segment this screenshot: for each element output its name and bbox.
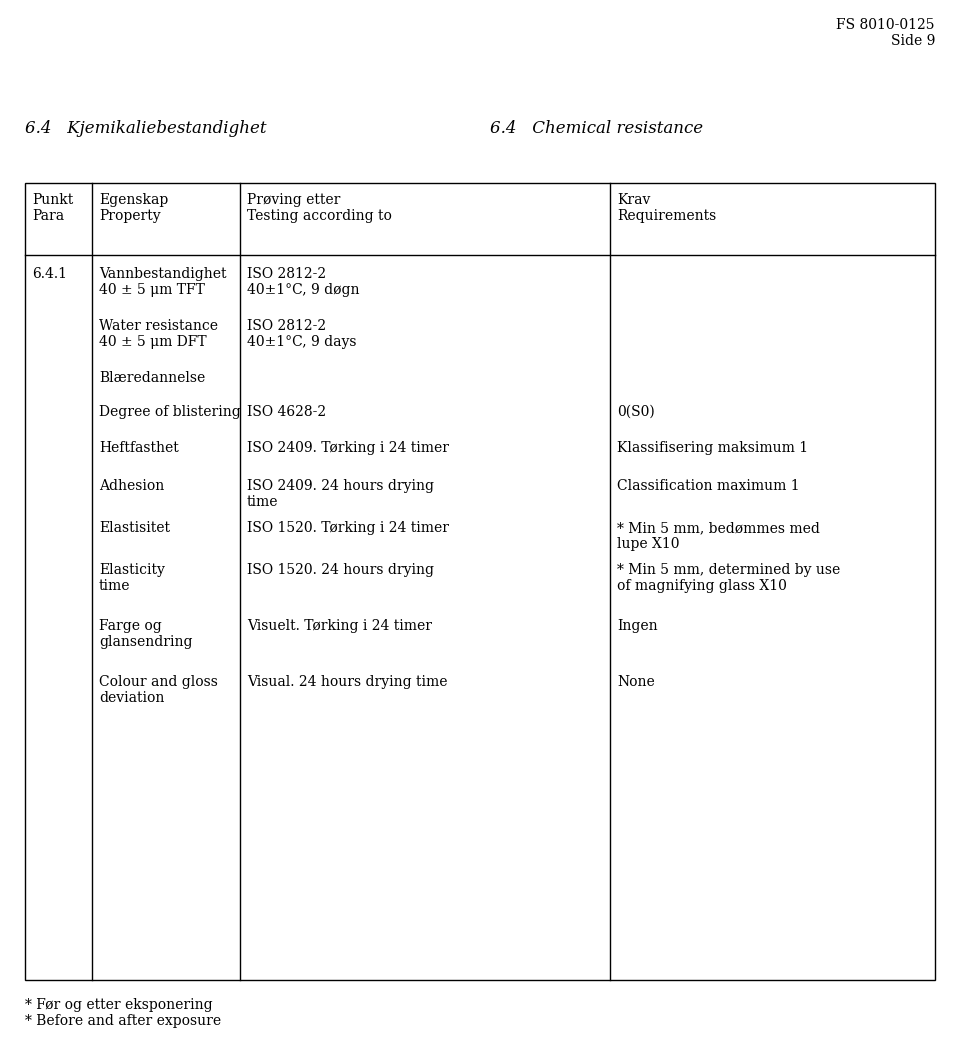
Text: deviation: deviation [99, 691, 164, 705]
Text: 40±1°C, 9 døgn: 40±1°C, 9 døgn [247, 283, 359, 297]
Text: 0(S0): 0(S0) [617, 405, 655, 419]
Text: ISO 1520. 24 hours drying: ISO 1520. 24 hours drying [247, 563, 434, 577]
Text: * Før og etter eksponering: * Før og etter eksponering [25, 998, 212, 1012]
Text: Colour and gloss: Colour and gloss [99, 675, 218, 689]
Text: Visual. 24 hours drying time: Visual. 24 hours drying time [247, 675, 447, 689]
Text: ISO 2409. 24 hours drying: ISO 2409. 24 hours drying [247, 479, 434, 493]
Text: * Min 5 mm, bedømmes med: * Min 5 mm, bedømmes med [617, 521, 820, 535]
Text: Degree of blistering: Degree of blistering [99, 405, 241, 419]
Text: * Before and after exposure: * Before and after exposure [25, 1014, 221, 1028]
Text: 40 ± 5 μm TFT: 40 ± 5 μm TFT [99, 283, 204, 297]
Text: None: None [617, 675, 655, 689]
Text: Blæredannelse: Blæredannelse [99, 371, 205, 385]
Text: ISO 1520. Tørking i 24 timer: ISO 1520. Tørking i 24 timer [247, 521, 449, 535]
Bar [25, 183, 935, 980]
Text: Adhesion: Adhesion [99, 479, 164, 493]
Text: 6.4   Chemical resistance: 6.4 Chemical resistance [490, 120, 703, 137]
Text: time: time [99, 579, 131, 593]
Text: ISO 2812-2: ISO 2812-2 [247, 319, 326, 333]
Text: Heftfasthet: Heftfasthet [99, 441, 179, 455]
Text: 40±1°C, 9 days: 40±1°C, 9 days [247, 335, 356, 349]
Text: Water resistance: Water resistance [99, 319, 218, 333]
Text: of magnifying glass X10: of magnifying glass X10 [617, 579, 787, 593]
Text: Punkt
Para: Punkt Para [32, 193, 73, 223]
Text: Elasticity: Elasticity [99, 563, 165, 577]
Text: lupe X10: lupe X10 [617, 537, 680, 551]
Text: Egenskap
Property: Egenskap Property [99, 193, 168, 223]
Text: ISO 2409. Tørking i 24 timer: ISO 2409. Tørking i 24 timer [247, 441, 449, 455]
Text: ISO 2812-2: ISO 2812-2 [247, 267, 326, 281]
Text: Ingen: Ingen [617, 619, 658, 632]
Text: Farge og: Farge og [99, 619, 161, 632]
Text: Vannbestandighet: Vannbestandighet [99, 267, 227, 281]
Text: Classification maximum 1: Classification maximum 1 [617, 479, 800, 493]
Text: 40 ± 5 μm DFT: 40 ± 5 μm DFT [99, 335, 206, 349]
Text: 6.4   Kjemikaliebestandighet: 6.4 Kjemikaliebestandighet [25, 120, 267, 137]
Text: Prøving etter
Testing according to: Prøving etter Testing according to [247, 193, 392, 223]
Text: Krav
Requirements: Krav Requirements [617, 193, 716, 223]
Text: * Min 5 mm, determined by use: * Min 5 mm, determined by use [617, 563, 840, 577]
Text: Klassifisering maksimum 1: Klassifisering maksimum 1 [617, 441, 808, 455]
Text: FS 8010-0125
Side 9: FS 8010-0125 Side 9 [836, 18, 935, 48]
Text: 6.4.1: 6.4.1 [32, 267, 67, 281]
Text: time: time [247, 495, 278, 509]
Text: ISO 4628-2: ISO 4628-2 [247, 405, 326, 419]
Text: glansendring: glansendring [99, 635, 193, 649]
Text: Elastisitet: Elastisitet [99, 521, 170, 535]
Text: Visuelt. Tørking i 24 timer: Visuelt. Tørking i 24 timer [247, 619, 432, 632]
